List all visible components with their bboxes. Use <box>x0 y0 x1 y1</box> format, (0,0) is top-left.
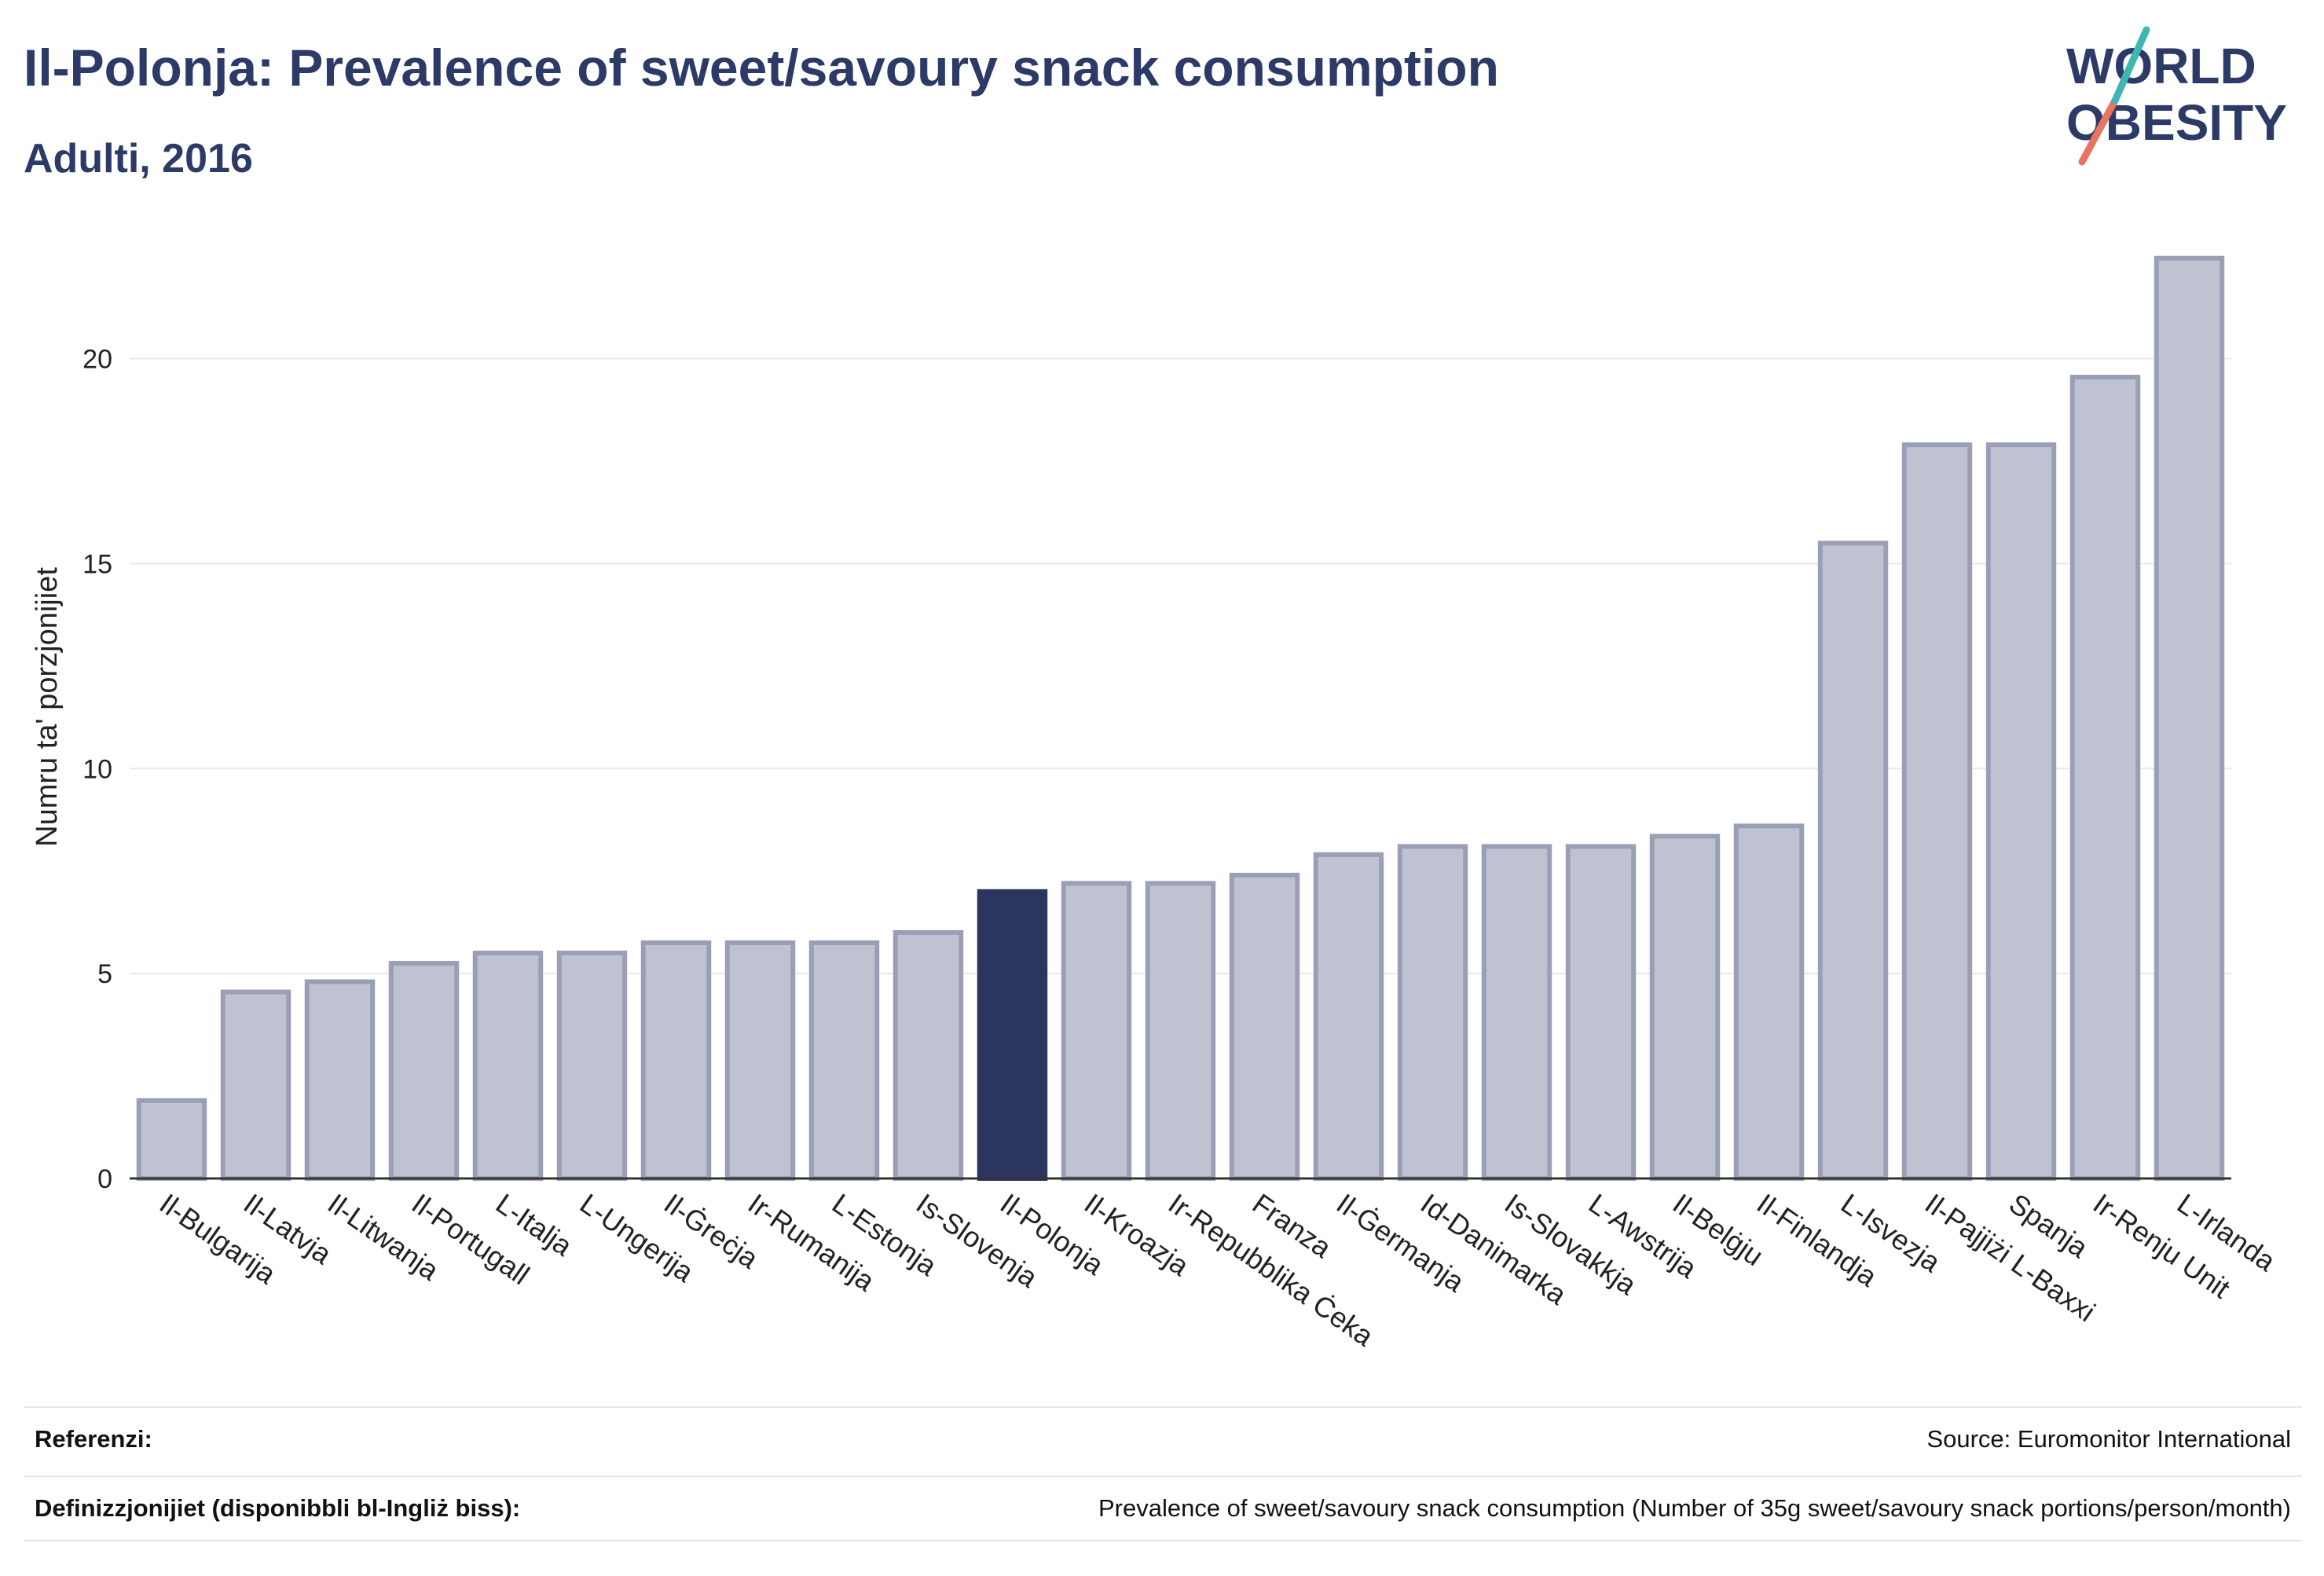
references-row: Referenzi: Source: Euromonitor Internati… <box>24 1406 2302 1471</box>
bar-6 <box>640 940 712 1181</box>
world-obesity-logo: WORLD OBESITY <box>2066 26 2287 166</box>
bar-18 <box>1649 834 1721 1181</box>
bar-13 <box>1229 872 1300 1182</box>
bar-0 <box>136 1098 207 1181</box>
y-tick-label: 10 <box>82 754 112 784</box>
logo-line1: WORLD <box>2066 38 2256 94</box>
bar-7 <box>724 940 796 1181</box>
y-tick-label: 20 <box>82 345 112 375</box>
bar-3 <box>388 961 460 1181</box>
y-tick-label: 15 <box>82 549 112 579</box>
references-value: Source: Euromonitor International <box>1926 1425 2291 1453</box>
bar-16 <box>1481 844 1552 1182</box>
y-axis-label: Numru ta' porzjonijiet <box>31 567 64 847</box>
bar-2 <box>304 979 376 1181</box>
logo-slash-lower <box>2078 97 2119 166</box>
bar-8 <box>808 940 880 1181</box>
bar-1 <box>220 989 291 1181</box>
definitions-row: Definizzjonijiet (disponibbli bl-Ingliż … <box>24 1475 2302 1540</box>
bar-11 <box>1061 881 1132 1181</box>
bar-4 <box>472 951 544 1181</box>
references-label: Referenzi: <box>35 1425 152 1453</box>
bar-12 <box>1145 881 1216 1181</box>
y-tick-label: 0 <box>97 1164 112 1194</box>
logo-slash-upper <box>2111 26 2150 104</box>
definitions-value: Prevalence of sweet/savoury snack consum… <box>1098 1494 2291 1522</box>
y-tick-label: 5 <box>97 959 112 989</box>
bar-9 <box>893 929 964 1182</box>
definitions-label: Definizzjonijiet (disponibbli bl-Ingliż … <box>35 1494 521 1522</box>
bar-23 <box>2069 375 2141 1181</box>
bar-19 <box>1733 823 1805 1181</box>
bar-14 <box>1313 852 1384 1181</box>
bar-15 <box>1397 844 1468 1182</box>
bar-22 <box>1985 442 2057 1181</box>
bar-20 <box>1817 541 1889 1181</box>
bar-10 <box>977 889 1048 1181</box>
page-title: Il-Polonja: Prevalence of sweet/savoury … <box>24 38 1499 97</box>
bar-24 <box>2154 255 2225 1181</box>
bar-5 <box>556 951 628 1181</box>
bar-17 <box>1565 844 1637 1182</box>
page-subtitle: Adulti, 2016 <box>24 136 253 181</box>
footer-divider <box>24 1540 2302 1541</box>
bar-21 <box>1901 442 1973 1181</box>
